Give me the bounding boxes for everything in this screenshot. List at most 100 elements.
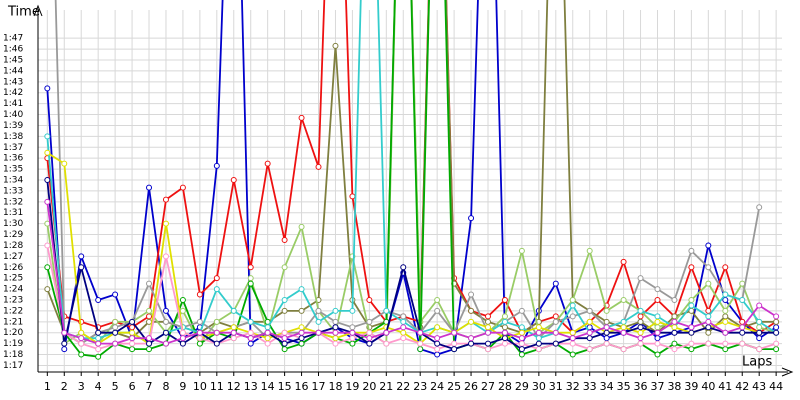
point (688, 346, 695, 353)
y-tick-label: 1:45 (3, 56, 23, 66)
point (247, 335, 254, 342)
point (705, 329, 712, 336)
x-tick-label: 42 (735, 380, 749, 393)
point (434, 340, 441, 347)
point (773, 313, 780, 320)
point (112, 329, 119, 336)
point (434, 297, 441, 303)
point (468, 340, 475, 347)
point (603, 340, 610, 347)
point (213, 340, 220, 347)
point (569, 340, 576, 347)
point (366, 335, 373, 342)
y-tick-label: 1:22 (3, 306, 23, 316)
point (196, 335, 203, 342)
x-tick-label: 32 (566, 380, 580, 393)
point (213, 286, 220, 293)
point (535, 346, 542, 353)
point (518, 307, 525, 314)
point (688, 264, 695, 271)
point (298, 114, 305, 121)
point (213, 275, 220, 282)
point (586, 329, 593, 336)
point (434, 351, 441, 358)
point (485, 340, 491, 347)
y-tick-label: 1:18 (3, 350, 23, 360)
y-tick-label: 1:27 (3, 252, 23, 262)
point (247, 264, 254, 271)
point (485, 318, 491, 325)
point (264, 340, 271, 347)
point (95, 335, 102, 342)
point (349, 324, 356, 331)
y-tick-label: 1:38 (3, 132, 23, 142)
point (264, 160, 271, 167)
point (400, 264, 407, 271)
x-tick-label: 41 (718, 380, 732, 393)
point (366, 340, 373, 347)
plot-area (44, 0, 780, 360)
point (688, 302, 695, 309)
point (722, 264, 729, 271)
point (315, 329, 322, 336)
y-tick-label: 1:39 (3, 121, 23, 131)
point (756, 335, 763, 342)
x-tick-label: 9 (179, 380, 186, 393)
point (620, 258, 627, 265)
point (688, 297, 695, 303)
point (739, 329, 746, 336)
point (162, 318, 169, 325)
point (501, 324, 508, 331)
point (196, 329, 203, 336)
point (773, 318, 780, 325)
x-tick-label: 40 (701, 380, 715, 393)
point (688, 324, 695, 331)
point (230, 177, 237, 183)
point (281, 264, 288, 271)
point (620, 297, 627, 303)
point (315, 318, 322, 325)
point (773, 329, 780, 336)
point (366, 297, 373, 303)
point (61, 346, 68, 353)
point (637, 313, 644, 320)
x-tick-label: 15 (278, 380, 292, 393)
point (654, 335, 661, 342)
point (722, 329, 729, 336)
point (501, 297, 508, 303)
point (95, 353, 102, 360)
point (705, 318, 712, 325)
point (383, 329, 390, 336)
x-tick-label: 13 (244, 380, 258, 393)
point (146, 184, 153, 191)
y-tick-label: 1:42 (3, 88, 23, 98)
point (705, 340, 712, 347)
point (518, 346, 525, 353)
point (129, 340, 136, 347)
point (739, 324, 746, 331)
point (756, 302, 763, 309)
point (44, 242, 51, 249)
point (400, 313, 407, 320)
point (671, 329, 678, 336)
point (247, 340, 254, 347)
x-tick-label: 12 (227, 380, 241, 393)
point (78, 253, 85, 260)
point (298, 286, 305, 293)
point (688, 329, 695, 336)
point (773, 324, 780, 331)
point (722, 346, 729, 353)
point (603, 324, 610, 331)
point (434, 346, 441, 353)
point (417, 340, 424, 347)
point (112, 291, 119, 298)
x-tick-label: 31 (549, 380, 563, 393)
point (44, 264, 51, 271)
point (468, 318, 475, 325)
point (501, 340, 508, 347)
x-tick-label: 34 (600, 380, 614, 393)
point (61, 329, 68, 336)
point (366, 329, 373, 336)
y-tick-label: 1:25 (3, 274, 23, 284)
y-tick-label: 1:23 (3, 296, 23, 306)
